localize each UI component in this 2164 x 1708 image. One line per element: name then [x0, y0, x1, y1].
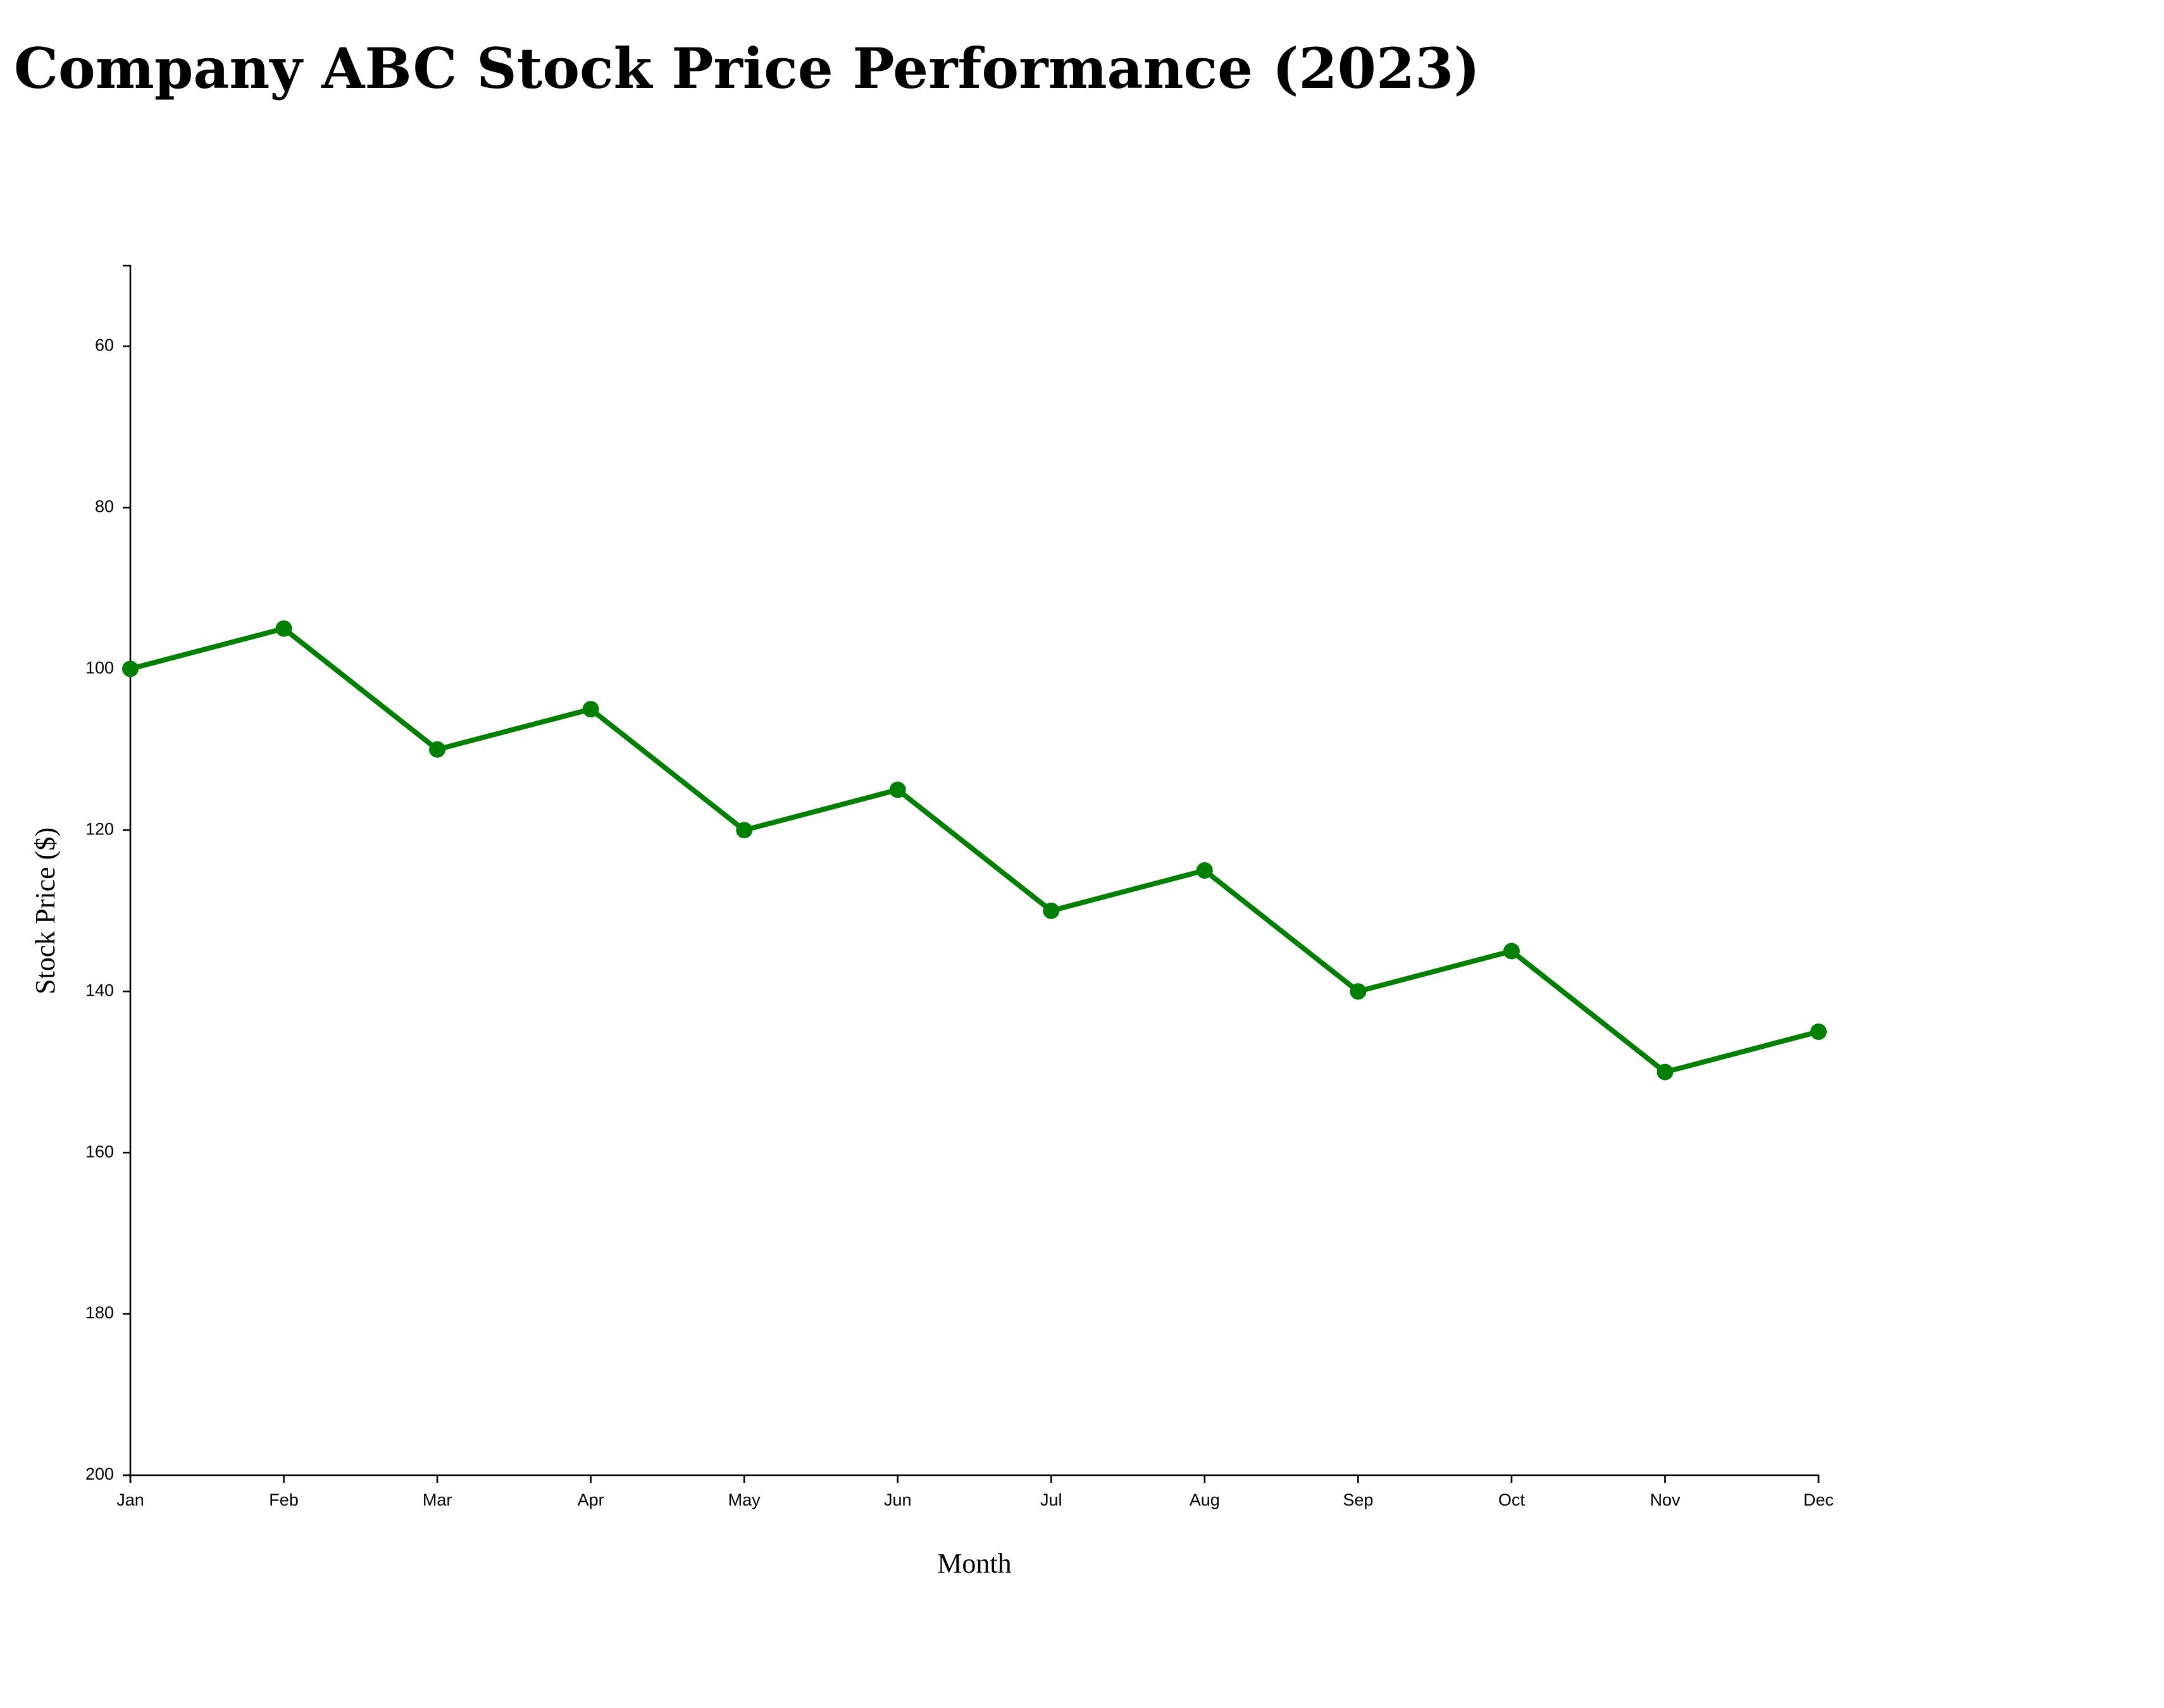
series-layer: [122, 620, 1827, 1080]
y-axis-title: Stock Price ($): [30, 827, 61, 994]
data-point: [1503, 943, 1520, 960]
x-tick-label: Dec: [1803, 1490, 1834, 1509]
data-point: [1810, 1023, 1827, 1040]
data-point: [122, 660, 139, 678]
y-tick-label: 160: [85, 1142, 114, 1161]
data-point: [1350, 983, 1367, 1000]
x-tick-label: Nov: [1650, 1490, 1681, 1509]
x-axis-title: Month: [937, 1548, 1011, 1579]
x-tick-label: Jul: [1040, 1490, 1062, 1509]
data-point: [275, 620, 292, 637]
y-axis-line: [123, 264, 132, 1476]
x-tick-label: Oct: [1498, 1490, 1526, 1509]
x-tick-label: Sep: [1343, 1490, 1373, 1509]
x-axis: Jan Feb Mar Apr May Jun Jul Aug Sep Oct Nov Dec: [116, 1474, 1834, 1509]
y-tick-label: 80: [95, 497, 114, 516]
data-point: [429, 741, 446, 758]
x-axis-line: [129, 1474, 1820, 1483]
y-tick-label: 60: [95, 336, 114, 355]
y-axis: 60 80 100 120 140 160 180 200: [85, 264, 132, 1483]
y-tick-label: 120: [85, 819, 114, 838]
data-point: [1196, 862, 1213, 879]
x-tick-label: Feb: [269, 1490, 299, 1509]
y-tick-label: 140: [85, 981, 114, 999]
data-point: [1657, 1063, 1674, 1080]
data-point: [582, 701, 599, 718]
chart-title: Company ABC Stock Price Performance (202…: [14, 35, 1480, 101]
series-line: [129, 626, 1820, 1075]
x-tick-label: Apr: [578, 1490, 604, 1509]
x-tick-label: Mar: [423, 1490, 452, 1509]
x-tick-label: May: [728, 1490, 761, 1509]
y-tick-label: 180: [85, 1303, 114, 1322]
data-point: [889, 781, 906, 798]
data-point: [736, 822, 753, 839]
y-tick-label: 100: [85, 658, 114, 677]
x-tick-label: Jun: [884, 1490, 912, 1509]
x-tick-label: Jan: [116, 1490, 144, 1509]
data-point: [1043, 902, 1060, 919]
x-tick-label: Aug: [1190, 1490, 1220, 1509]
y-tick-label: 200: [85, 1464, 114, 1483]
